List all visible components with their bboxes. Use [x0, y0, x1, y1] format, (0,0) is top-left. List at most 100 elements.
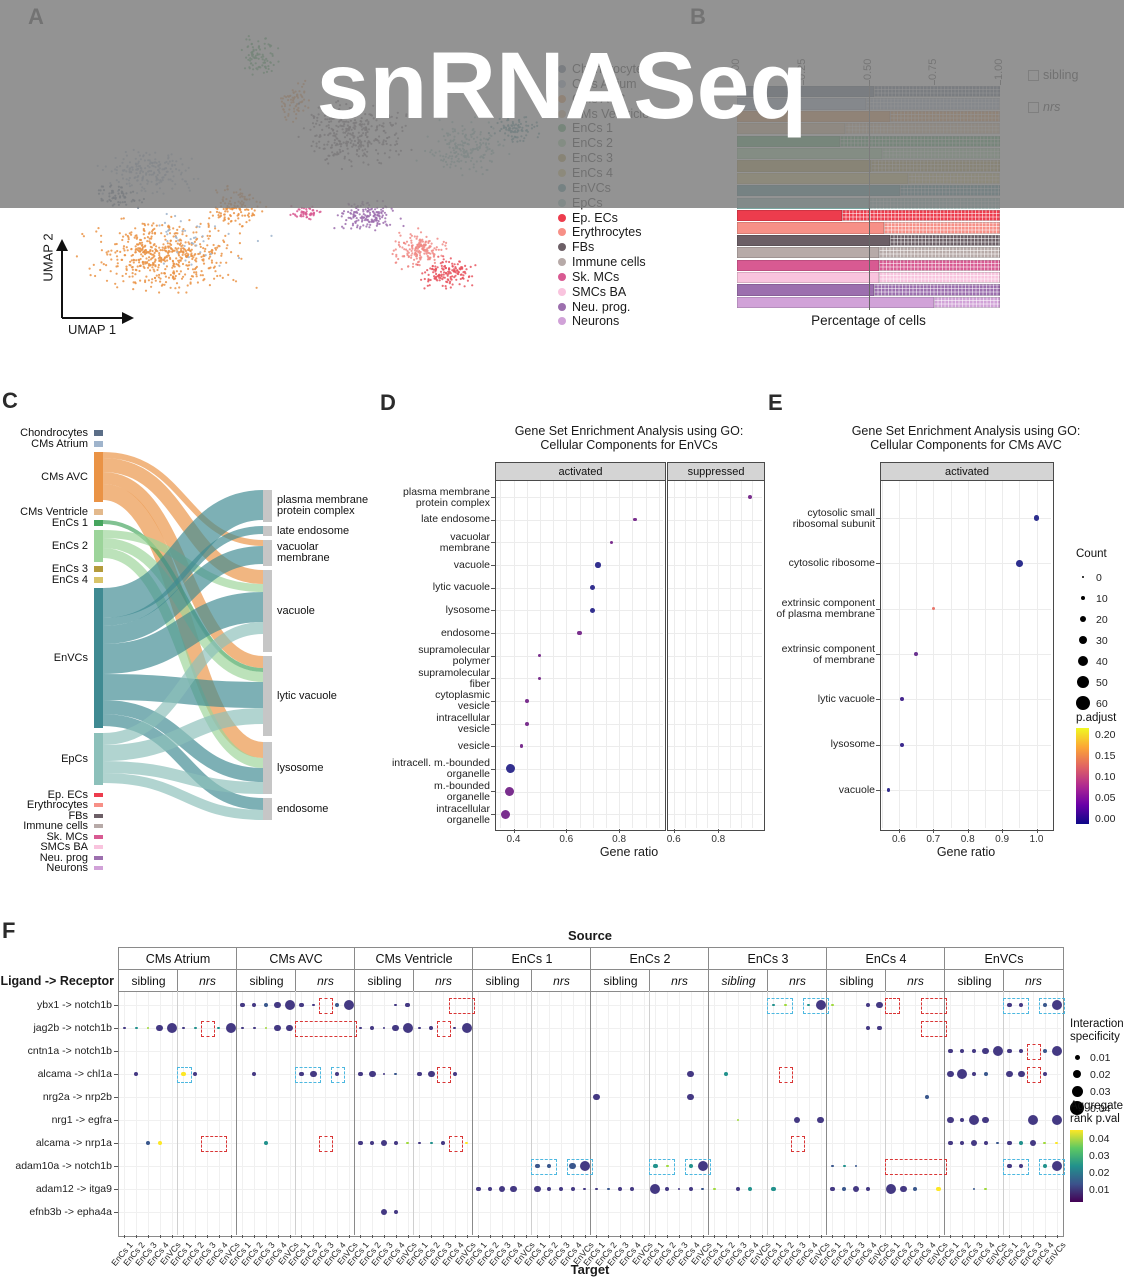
f-dot: [461, 1023, 472, 1033]
axis-tick: [254, 1235, 256, 1238]
f-dot: [771, 1186, 776, 1192]
gridline: [496, 610, 663, 612]
axis-tick: [997, 1235, 999, 1238]
axis-tick: [491, 655, 495, 657]
facet-strip-suppressed: suppressed: [667, 462, 765, 481]
axis-tick: [876, 518, 880, 519]
f-dot: [831, 1003, 834, 1007]
axis-tick: [903, 1235, 905, 1238]
f-gridline: [596, 992, 598, 1234]
f-gridline: [395, 992, 397, 1234]
f-dot: [1018, 1048, 1024, 1054]
facet-strip-activated: activated: [495, 462, 666, 481]
gridline: [668, 678, 762, 680]
legend-swatch: [558, 272, 566, 281]
f-dot: [772, 1003, 775, 1007]
f-row-label: alcama -> nrp1a: [35, 1137, 112, 1149]
highlight-box-cyan: [649, 1158, 676, 1176]
f-gridline: [714, 992, 716, 1234]
axis-tick: [655, 1235, 657, 1238]
f-dot: [133, 1071, 139, 1077]
axis-tick: [679, 1235, 680, 1238]
highlight-box-red: [1026, 1066, 1042, 1084]
f-dot: [453, 1026, 457, 1030]
sankey-svg: [94, 430, 272, 870]
f-dot: [427, 1070, 435, 1078]
f-dot: [569, 1162, 577, 1170]
axis-tick: [491, 723, 495, 725]
f-dot: [877, 1025, 882, 1031]
gridline: [696, 481, 697, 828]
sankey-left-label: SMCs BA: [40, 840, 88, 853]
f-dot: [688, 1186, 694, 1192]
f-gridline: [808, 992, 810, 1234]
sankey-left-label: Chondrocytes: [20, 426, 88, 439]
sankey-right-label: vacuolar membrane: [277, 541, 330, 564]
f-gridline: [171, 992, 173, 1234]
watermark-text: snRNASeq: [316, 33, 808, 139]
f-gridline: [490, 992, 492, 1234]
sankey-left-label: CMs Ventricle: [20, 505, 88, 518]
facet-strip-activated: activated: [880, 462, 1054, 481]
f-dot: [263, 1140, 269, 1146]
f-group-header: EnVCs: [944, 947, 1064, 971]
f-dot: [865, 1186, 871, 1192]
gridline: [673, 481, 675, 828]
f-gridline: [277, 992, 279, 1234]
f-gridline: [124, 992, 126, 1234]
axis-tick: [230, 1235, 232, 1238]
f-dot: [274, 1001, 282, 1009]
axis-tick: [620, 1235, 621, 1238]
f-group-separator: [235, 991, 238, 1235]
sankey-left-label: FBs: [68, 809, 88, 822]
sankey-right-label: endosome: [277, 802, 329, 815]
axis-tick: [491, 587, 495, 589]
axis-tick: [950, 1235, 952, 1238]
f-dot: [1051, 1046, 1062, 1056]
b-bar-nrs: [842, 210, 1000, 222]
f-group-separator: [589, 991, 592, 1235]
gsea-envcs-dot: [506, 764, 516, 774]
f-dot: [405, 1002, 410, 1008]
gridline: [881, 789, 1051, 791]
f-condition-header: nrs: [177, 969, 238, 993]
f-gridline: [950, 992, 952, 1234]
count-legend-dot: [1079, 615, 1087, 623]
axis-tick: [690, 1235, 692, 1238]
axis-tick: [207, 1235, 208, 1238]
gridline: [496, 814, 663, 816]
target-axis-title: Target: [570, 1262, 610, 1277]
f-dot: [971, 1048, 977, 1054]
highlight-box-cyan: [767, 997, 794, 1015]
f-subcol-separator: [531, 991, 532, 1235]
f-subcol-separator: [295, 991, 296, 1235]
source-axis-title: Source: [567, 928, 613, 943]
axis-tick: [114, 1212, 118, 1213]
f-dot: [546, 1186, 552, 1192]
gsea-envcs-row-label: cytoplasmic vesicle: [435, 689, 490, 713]
f-dot: [286, 1024, 293, 1032]
gsea-envcs-row-label: intracellular organelle: [436, 802, 490, 826]
f-dot: [842, 1164, 846, 1168]
f-dot: [299, 1071, 304, 1077]
axis-tick: [171, 1235, 173, 1238]
f-group-separator: [825, 991, 828, 1235]
b-bar-sibling: [737, 234, 890, 246]
axis-tick: [491, 610, 495, 612]
axis-tick: [974, 1235, 975, 1238]
legend-swatch: [558, 287, 566, 296]
f-gridline: [1021, 992, 1023, 1234]
umap-y-label: UMAP 2: [40, 233, 56, 282]
axis-tick: [218, 1235, 220, 1238]
f-dot: [865, 1002, 871, 1008]
f-gridline: [183, 992, 185, 1234]
f-gridline: [549, 992, 551, 1234]
axis-tick: [360, 1235, 362, 1238]
b-bar-nrs: [879, 247, 1000, 259]
f-gridline: [738, 992, 739, 1234]
f-dot: [134, 1026, 138, 1030]
gsea-envcs-dot: [519, 744, 524, 748]
sankey-left-label: EnVCs: [53, 651, 88, 664]
f-gridline: [891, 992, 893, 1234]
